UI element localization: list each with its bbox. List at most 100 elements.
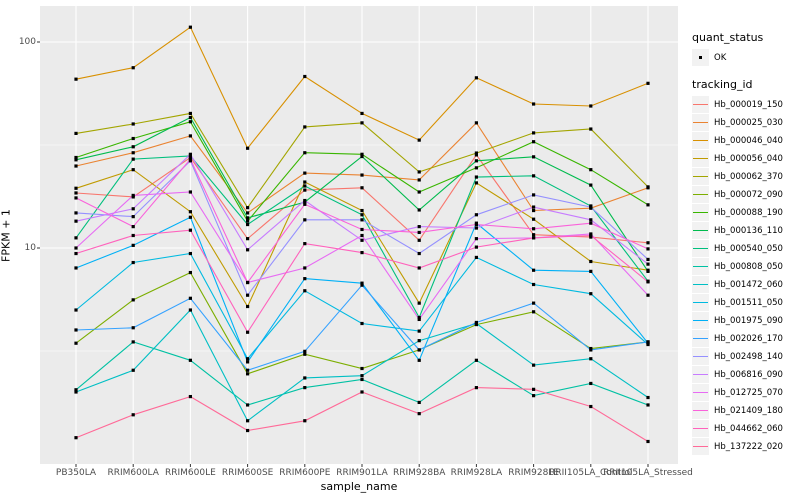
data-point-Hb_000808_050 bbox=[589, 381, 593, 386]
data-point-Hb_002026_170 bbox=[131, 326, 135, 330]
legend-key-label: OK bbox=[714, 52, 727, 63]
legend: quant_status OK tracking_id Hb_000019_15… bbox=[692, 31, 800, 456]
legend-key-label: Hb_012725_070 bbox=[714, 387, 783, 398]
data-point-Hb_000019_150 bbox=[74, 191, 78, 195]
data-point-Hb_002498_140 bbox=[303, 218, 307, 222]
legend-key-box bbox=[692, 114, 709, 131]
data-point-Hb_002498_140 bbox=[646, 257, 650, 262]
data-point-Hb_001472_060 bbox=[188, 308, 192, 312]
data-point-Hb_000019_150 bbox=[532, 233, 536, 237]
data-point-Hb_000540_050 bbox=[246, 222, 250, 227]
data-point-Hb_012725_070 bbox=[74, 246, 78, 250]
data-point-Hb_000019_150 bbox=[417, 238, 421, 242]
data-point-Hb_001472_060 bbox=[360, 374, 364, 378]
x-tick-label-RRIM600PE: RRIM600PE bbox=[279, 468, 331, 478]
data-point-Hb_000046_040 bbox=[246, 146, 250, 150]
legend-gap bbox=[692, 67, 800, 78]
data-point-Hb_000062_370 bbox=[589, 127, 593, 131]
data-point-Hb_000025_030 bbox=[417, 178, 421, 182]
legend-key-box bbox=[692, 420, 709, 437]
line-sample-icon bbox=[693, 427, 708, 430]
data-point-Hb_000062_370 bbox=[360, 121, 364, 125]
legend-key-Hb_006816_090: Hb_006816_090 bbox=[692, 366, 800, 383]
data-point-Hb_044662_060 bbox=[360, 250, 364, 255]
data-point-Hb_000062_370 bbox=[417, 170, 421, 174]
x-tick-label-RRIM600LE: RRIM600LE bbox=[164, 468, 216, 478]
data-point-Hb_044662_060 bbox=[474, 245, 478, 249]
data-point-Hb_001975_090 bbox=[589, 269, 593, 273]
data-point-Hb_000088_190 bbox=[646, 203, 650, 207]
data-point-Hb_002026_170 bbox=[646, 340, 650, 344]
data-point-Hb_000808_050 bbox=[417, 400, 421, 405]
legend-key-label: Hb_000072_090 bbox=[714, 189, 783, 200]
data-point-Hb_000046_040 bbox=[188, 25, 192, 29]
data-point-Hb_000808_050 bbox=[188, 358, 192, 362]
legend-key-Hb_002498_140: Hb_002498_140 bbox=[692, 348, 800, 365]
data-point-Hb_000072_090 bbox=[532, 310, 536, 314]
data-point-Hb_044662_060 bbox=[589, 233, 593, 238]
data-point-Hb_001975_090 bbox=[246, 360, 250, 364]
legend-key-label: Hb_000056_040 bbox=[714, 153, 783, 164]
data-point-Hb_001511_050 bbox=[74, 308, 78, 312]
data-point-Hb_000046_040 bbox=[589, 104, 593, 108]
data-point-Hb_021409_180 bbox=[360, 227, 364, 232]
line-sample-icon bbox=[693, 211, 708, 214]
line-sample-icon bbox=[693, 265, 708, 268]
data-point-Hb_001975_090 bbox=[303, 277, 307, 281]
data-point-Hb_000062_370 bbox=[646, 185, 650, 189]
legend-key-Hb_000072_090: Hb_000072_090 bbox=[692, 186, 800, 203]
data-point-Hb_000025_030 bbox=[474, 121, 478, 125]
data-point-Hb_000072_090 bbox=[131, 298, 135, 302]
data-point-Hb_000046_040 bbox=[74, 77, 78, 81]
data-point-Hb_000136_110 bbox=[474, 159, 478, 163]
data-point-Hb_012725_070 bbox=[417, 317, 421, 322]
data-point-Hb_002026_170 bbox=[474, 320, 478, 325]
legend-key-box bbox=[692, 276, 709, 293]
data-point-Hb_137222_020 bbox=[246, 428, 250, 433]
legend-title-tracking-id: tracking_id bbox=[692, 78, 753, 91]
data-point-Hb_000019_150 bbox=[303, 188, 307, 192]
data-point-Hb_000025_030 bbox=[131, 151, 135, 155]
data-point-Hb_012725_070 bbox=[474, 237, 478, 241]
data-point-Hb_002026_170 bbox=[360, 283, 364, 287]
data-point-Hb_044662_060 bbox=[303, 242, 307, 246]
data-point-Hb_000046_040 bbox=[532, 102, 536, 106]
data-point-Hb_137222_020 bbox=[188, 394, 192, 399]
data-point-Hb_002498_140 bbox=[188, 159, 192, 163]
data-point-Hb_000019_150 bbox=[474, 153, 478, 157]
data-point-Hb_000072_090 bbox=[74, 341, 78, 345]
line-sample-icon bbox=[693, 445, 708, 448]
data-point-Hb_021409_180 bbox=[646, 247, 650, 251]
data-point-Hb_044662_060 bbox=[646, 280, 650, 284]
legend-key-Hb_000136_110: Hb_000136_110 bbox=[692, 222, 800, 239]
data-point-Hb_000056_040 bbox=[532, 217, 536, 221]
data-point-Hb_021409_180 bbox=[246, 280, 250, 285]
data-point-Hb_006816_090 bbox=[74, 219, 78, 223]
data-point-Hb_044662_060 bbox=[188, 228, 192, 232]
data-point-Hb_000025_030 bbox=[303, 171, 307, 175]
data-point-Hb_000540_050 bbox=[74, 236, 78, 240]
data-point-Hb_000808_050 bbox=[303, 386, 307, 390]
data-point-Hb_000088_190 bbox=[246, 219, 250, 223]
legend-key-box bbox=[692, 366, 709, 383]
data-point-Hb_000062_370 bbox=[303, 125, 307, 129]
data-point-Hb_002498_140 bbox=[589, 205, 593, 209]
quant-status-keys: OK bbox=[692, 49, 800, 66]
legend-key-Hb_000062_370: Hb_000062_370 bbox=[692, 168, 800, 185]
data-point-Hb_001511_050 bbox=[474, 255, 478, 260]
data-point-Hb_012725_070 bbox=[360, 233, 364, 238]
line-sample-icon bbox=[693, 301, 708, 304]
legend-key-label: Hb_001511_050 bbox=[714, 297, 783, 308]
x-tick-label-PB350LA: PB350LA bbox=[55, 468, 97, 478]
data-point-Hb_002026_170 bbox=[188, 296, 192, 300]
data-point-Hb_000025_030 bbox=[532, 208, 536, 213]
data-point-Hb_137222_020 bbox=[646, 439, 650, 444]
line-sample-icon bbox=[693, 247, 708, 250]
line-sample-icon bbox=[693, 409, 708, 412]
data-point-Hb_006816_090 bbox=[646, 262, 650, 266]
data-point-Hb_000072_090 bbox=[188, 270, 192, 275]
data-point-Hb_021409_180 bbox=[532, 227, 536, 231]
data-point-Hb_002498_140 bbox=[474, 213, 478, 217]
data-point-Hb_002498_140 bbox=[74, 211, 78, 215]
